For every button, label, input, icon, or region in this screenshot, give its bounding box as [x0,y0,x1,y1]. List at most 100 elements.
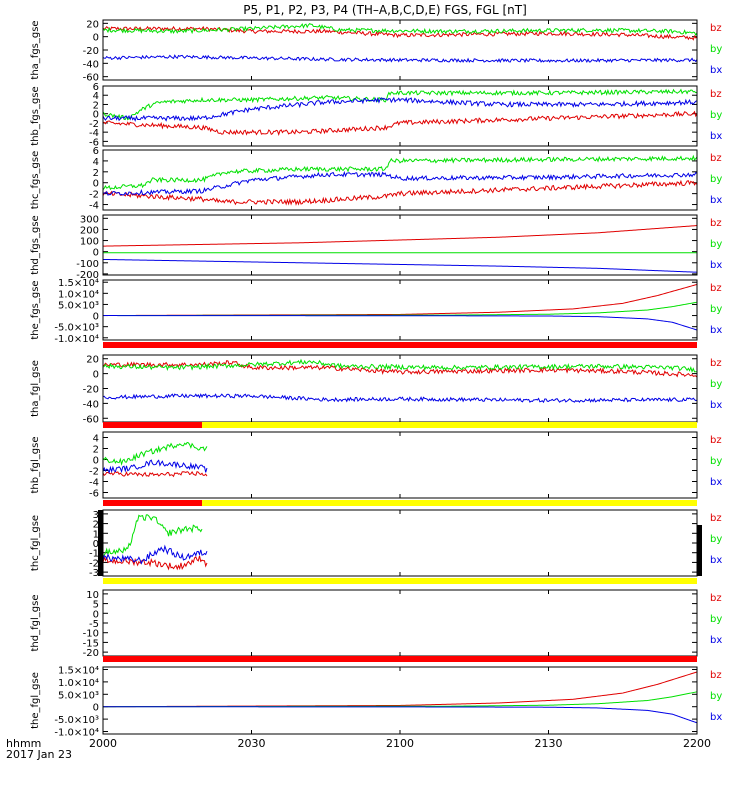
data-availability-bar [103,422,202,428]
y-tick-label: 2 [93,100,99,111]
legend-by: by [710,44,722,55]
y-tick-label: 0 [93,370,99,381]
series-bx [102,393,698,404]
y-tick-label: 1 [93,529,99,540]
y-tick-label: -5 [89,619,99,630]
series-by [102,441,208,466]
y-tick-label: -40 [83,59,99,70]
series-by [102,154,698,191]
y-tick-label: -2 [89,467,99,478]
y-tick-label: -6 [89,137,99,148]
legend-bz: bz [710,283,722,294]
legend-bx: bx [710,195,722,206]
panel-label: thb_fgl_gse [30,437,41,494]
legend-by: by [710,174,722,185]
data-availability-bar [202,500,697,506]
series-bz [102,283,698,317]
y-tick-label: -20 [83,46,99,57]
data-availability-bar [103,578,697,584]
plot-title: P5, P1, P2, P3, P4 (TH–A,B,C,D,E) FGS, F… [243,3,527,17]
footer-date-label: 2017 Jan 23 [6,748,72,761]
panel-label: thc_fgs_gse [30,151,41,210]
y-tick-label: 20 [86,355,99,366]
series-bz [102,110,698,136]
y-tick-label: 200 [80,225,99,236]
legend-bx: bx [710,635,722,646]
legend-bx: bx [710,712,722,723]
data-availability-bar [103,342,697,348]
legend-bz: bz [710,358,722,369]
legend-by: by [710,614,722,625]
y-tick-label: -3 [89,568,99,579]
y-tick-label: 4 [93,91,99,102]
y-tick-label: 0 [93,312,99,323]
y-tick-label: -15 [83,638,99,649]
legend-by: by [710,691,722,702]
series-bx [102,96,698,123]
series-by [102,301,698,317]
y-tick-label: 5.0×10³ [58,300,99,311]
y-tick-label: 100 [80,237,99,248]
panel-frame [102,279,698,341]
y-tick-label: 0 [93,33,99,44]
y-tick-label: -200 [76,270,99,281]
legend-bz: bz [710,670,722,681]
y-tick-label: -100 [76,259,99,270]
y-tick-label: 6 [93,146,99,157]
legend-bz: bz [710,89,722,100]
y-tick-label: -2 [89,119,99,130]
y-tick-label: -60 [83,414,99,425]
y-tick-label: -4 [89,128,99,139]
legend-bx: bx [710,325,722,336]
y-tick-label: 1.5×10⁴ [58,278,99,289]
y-tick-label: 6 [93,82,99,93]
y-tick-label: 20 [86,19,99,30]
series-bx [102,170,698,196]
y-tick-label: 2 [93,520,99,531]
series-bz [102,470,208,478]
side-block [98,510,103,576]
panel-tha_fgl_gse: -60 -40 -20 0 20 tha_fgl_gse bz by bx [30,342,722,425]
series-by [102,514,203,556]
y-tick-label: 2 [93,168,99,179]
x-tick-label: 2130 [535,737,563,750]
series-bx [103,706,698,724]
data-availability-bar [103,656,697,662]
y-tick-label: 4 [93,434,99,445]
legend-by: by [710,534,722,545]
y-tick-label: -40 [83,399,99,410]
legend-bz: bz [710,153,722,164]
y-tick-label: -1.0×10⁴ [54,728,99,739]
panel-label: thc_fgl_gse [30,515,41,571]
legend-bx: bx [710,260,722,271]
series-bz [103,671,698,708]
y-tick-label: 0 [93,539,99,550]
legend-bx: bx [710,131,722,142]
y-tick-label: -5.0×10³ [54,715,99,726]
panel-tha_fgs_gse: -60 -40 -20 0 20 tha_fgs_gse bz by bx [30,19,722,83]
legend-bz: bz [710,23,722,34]
y-tick-label: 1.0×10⁴ [58,678,99,689]
y-tick-label: 5.0×10³ [58,690,99,701]
legend-bz: bz [710,513,722,524]
series-bx [102,258,698,273]
y-tick-label: 1.0×10⁴ [58,289,99,300]
y-tick-label: 3 [93,510,99,521]
x-tick-label: 2200 [683,737,711,750]
panel-frame [102,149,698,211]
series-by [102,88,698,121]
y-tick-label: 0 [93,248,99,259]
series-bz [102,555,208,571]
y-tick-label: -1 [89,549,99,560]
y-tick-label: -10 [83,629,99,640]
y-tick-label: 5 [93,600,99,611]
y-tick-label: -4 [89,201,99,212]
series-bz [102,225,698,247]
y-tick-label: -2 [89,190,99,201]
data-availability-bar [202,422,697,428]
legend-bz: bz [710,593,722,604]
panel-label: thd_fgl_gse [30,595,41,652]
